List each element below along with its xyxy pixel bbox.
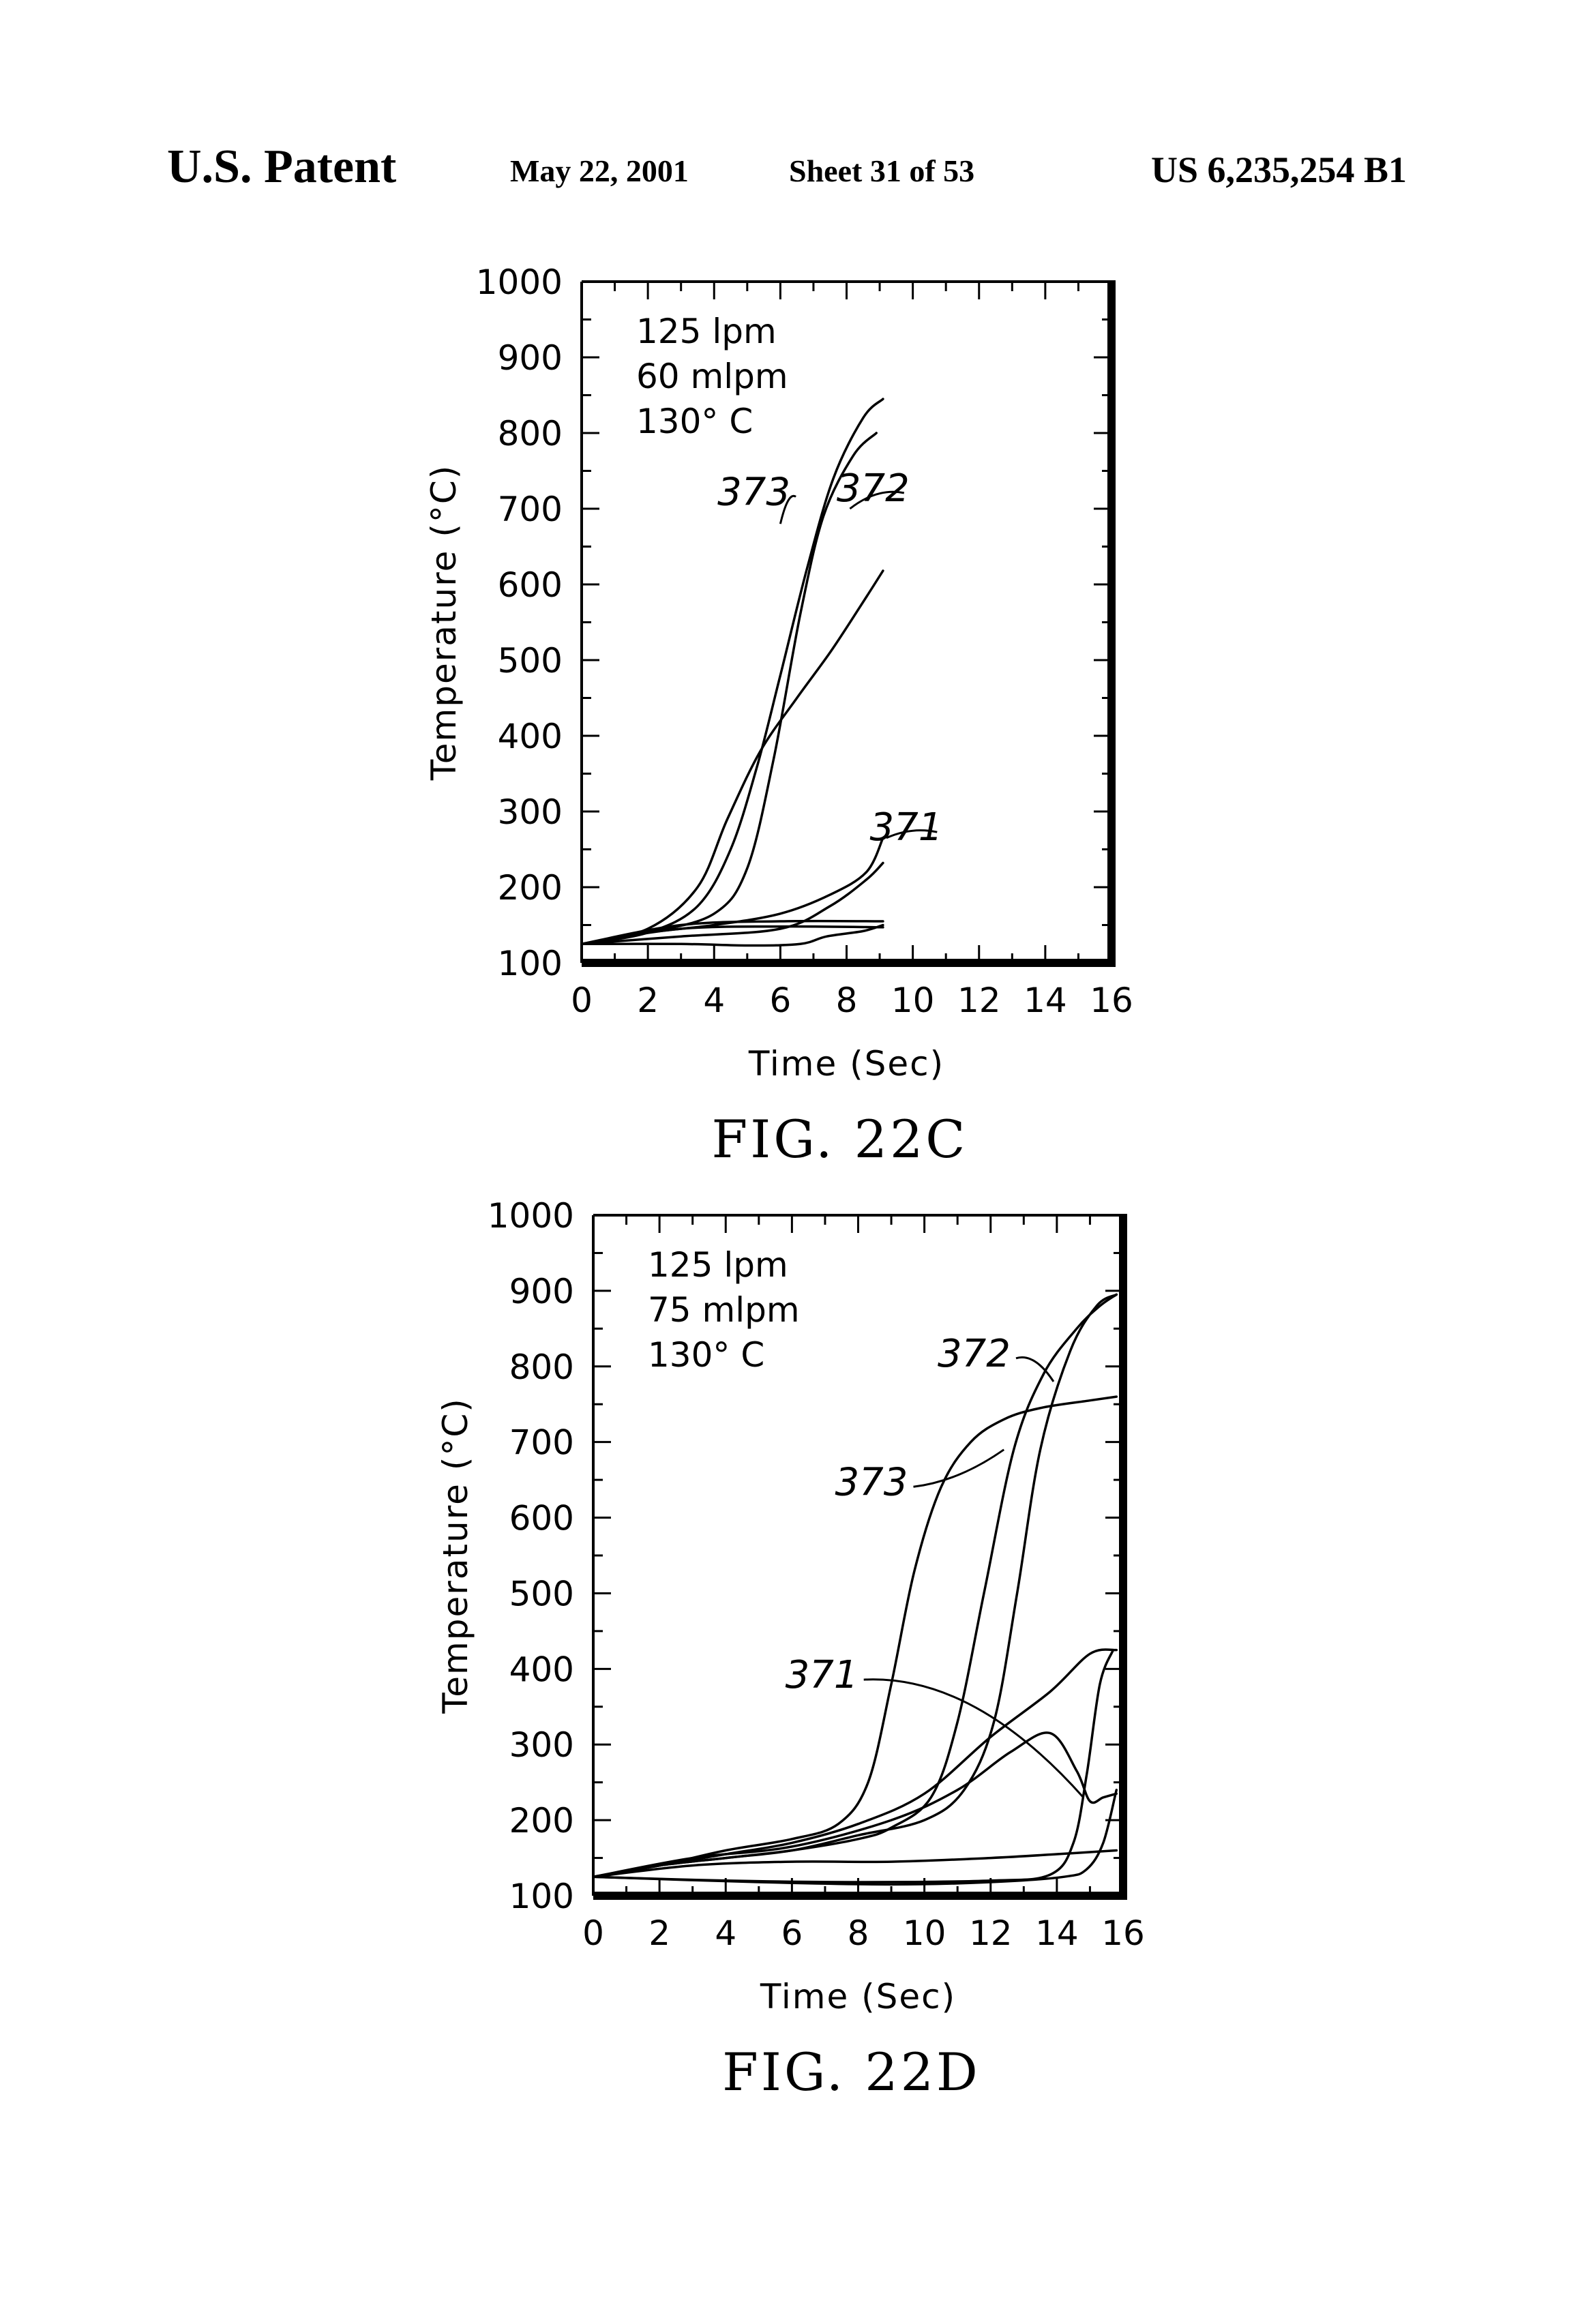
chart-1: 100 200 300 400 500 600 700 800 900 1000 0 2 4 6 8 10 12… — [424, 263, 1133, 1170]
series-line-4 — [582, 838, 883, 944]
y-tick-label: 900 — [509, 1272, 574, 1311]
x-tick-label: 16 — [1090, 981, 1133, 1020]
condition-annotation: 130° C — [636, 402, 753, 441]
x-axis-label: Time (Sec) — [760, 1977, 956, 2016]
y-tick-label: 400 — [498, 717, 563, 756]
y-tick-label: 800 — [509, 1347, 574, 1387]
condition-annotation: 130° C — [648, 1335, 764, 1375]
x-tick-label: 2 — [648, 1913, 670, 1953]
figure-caption: FIG. 22D — [722, 2042, 981, 2102]
y-tick-label: 800 — [498, 414, 563, 453]
condition-annotation: 125 lpm — [648, 1245, 788, 1285]
y-tick-label: 600 — [509, 1499, 574, 1538]
y-tick-label: 700 — [509, 1423, 574, 1463]
y-tick-label: 300 — [498, 792, 563, 832]
x-axis-label: Time (Sec) — [748, 1044, 944, 1084]
x-tick-label: 2 — [637, 981, 659, 1020]
y-tick-label: 100 — [498, 944, 563, 983]
y-tick-label: 900 — [498, 338, 563, 378]
x-tick-label: 4 — [715, 1913, 736, 1953]
x-tick-label: 0 — [571, 981, 593, 1020]
condition-annotation: 125 lpm — [636, 312, 777, 351]
y-tick-label: 600 — [498, 565, 563, 605]
x-tick-label: 12 — [957, 981, 1001, 1020]
x-tick-label: 10 — [903, 1913, 946, 1953]
y-tick-label: 100 — [509, 1877, 574, 1916]
figure-caption: FIG. 22C — [712, 1109, 968, 1170]
reference-numeral-372: 372 — [837, 466, 910, 511]
reference-numeral-371: 371 — [869, 805, 942, 850]
y-axis-label: Temperature (°C) — [424, 464, 464, 781]
reference-numeral-373: 373 — [835, 1460, 908, 1504]
y-tick-label: 500 — [509, 1574, 574, 1613]
y-tick-label: 200 — [498, 868, 563, 908]
x-tick-label: 12 — [969, 1913, 1013, 1953]
reference-numeral-373: 373 — [717, 470, 790, 514]
series-line-2 — [593, 1294, 1116, 1877]
x-tick-label: 4 — [703, 981, 725, 1020]
x-tick-label: 6 — [769, 981, 791, 1020]
condition-annotation: 60 mlpm — [636, 357, 788, 396]
reference-leader-line — [1016, 1358, 1054, 1382]
y-tick-label: 500 — [498, 641, 563, 681]
x-tick-label: 8 — [836, 981, 858, 1020]
reference-numeral-371: 371 — [786, 1653, 859, 1697]
x-tick-label: 16 — [1101, 1913, 1145, 1953]
series-line-3 — [582, 571, 883, 944]
x-tick-label: 8 — [848, 1913, 869, 1953]
y-tick-label: 1000 — [476, 263, 563, 302]
x-tick-label: 14 — [1035, 1913, 1079, 1953]
x-tick-label: 6 — [781, 1913, 803, 1953]
x-tick-label: 14 — [1024, 981, 1067, 1020]
y-axis-label: Temperature (°C) — [436, 1397, 475, 1714]
series-line-5 — [582, 863, 883, 944]
x-tick-label: 0 — [582, 1913, 604, 1953]
reference-numeral-372: 372 — [938, 1332, 1011, 1376]
y-tick-label: 700 — [498, 490, 563, 529]
condition-annotation: 75 mlpm — [648, 1290, 800, 1330]
y-tick-label: 400 — [509, 1650, 574, 1689]
x-tick-label: 10 — [891, 981, 935, 1020]
series-line-3 — [593, 1294, 1116, 1877]
y-tick-label: 300 — [509, 1725, 574, 1765]
chart-2: 100 200 300 400 500 600 700 800 900 1000 0 2 4 6 8 10 12… — [436, 1196, 1145, 2102]
y-tick-label: 200 — [509, 1801, 574, 1841]
y-tick-label: 1000 — [488, 1196, 574, 1236]
